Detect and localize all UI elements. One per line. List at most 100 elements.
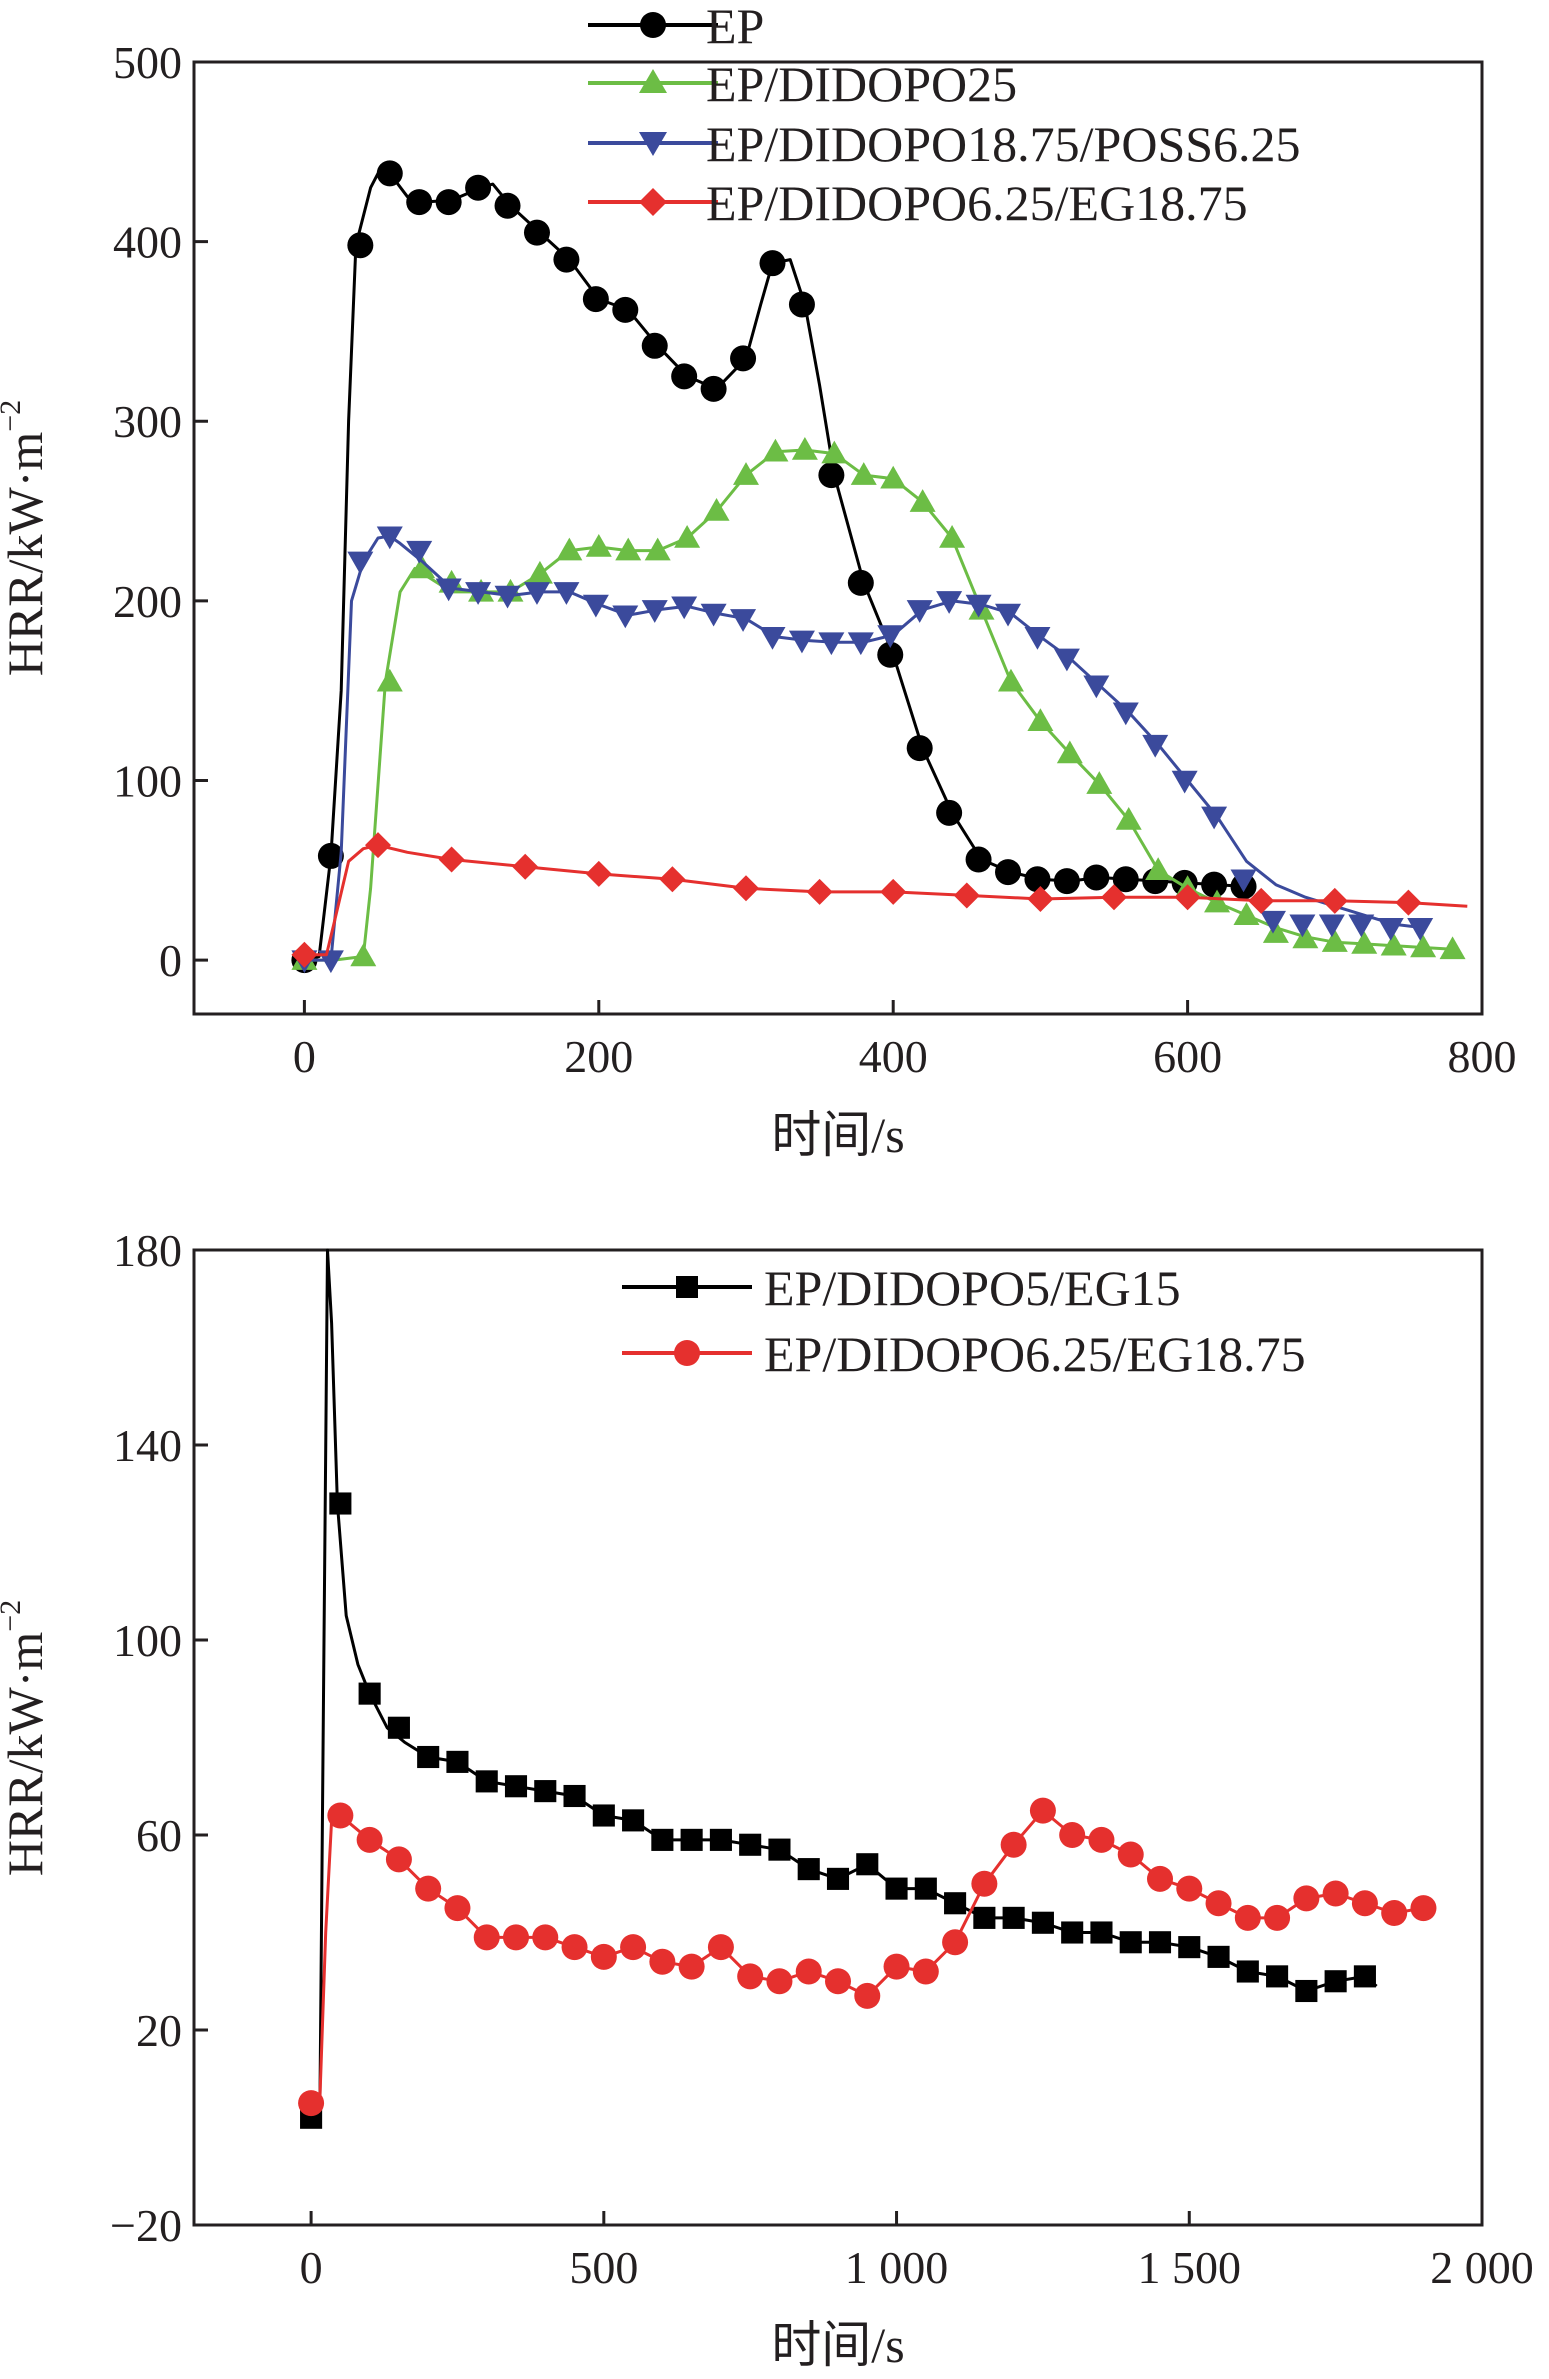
x-tick-label: 1 500 [1138,2242,1242,2293]
y-tick-label: 0 [159,935,182,986]
data-point [1351,930,1378,954]
data-point [376,160,403,187]
data-point [465,582,492,605]
data-point [1381,1900,1408,1926]
data-point [356,1826,383,1853]
data-point [1236,1960,1259,1983]
chart-top: 0 200 400 600 800 0 100 200 300 400 500 时间/s HRR/k… [0,0,1517,1163]
data-point [1230,869,1257,893]
data-point [1174,884,1201,911]
data-point [1380,932,1407,956]
y-tick-label: 500 [113,37,182,88]
data-point [1205,1890,1232,1917]
data-point [1204,889,1231,913]
data-point [1000,1831,1027,1858]
data-point [826,1867,850,1890]
data-point [1353,1965,1376,1988]
data-point [1171,770,1198,794]
data-point [1024,866,1051,893]
top-legend-item-2: EP/DIDOPO18.75/POSS6.25 [588,116,1301,172]
legend-marker-3 [639,188,667,216]
data-point [532,1924,559,1951]
data-point [641,332,668,359]
data-point [1395,889,1422,916]
data-point [473,1924,500,1951]
data-point [883,1953,910,1980]
data-point [671,596,698,620]
data-point [417,1745,440,1769]
data-point [788,291,815,318]
data-point [494,192,521,219]
data-point [909,489,936,512]
data-point [1295,1979,1318,2003]
data-point [1259,910,1286,934]
data-point [1318,914,1345,938]
data-point [877,641,904,668]
data-point [365,832,391,859]
data-point [885,1877,908,1900]
data-point [1266,1965,1289,1988]
data-point [1348,914,1375,938]
bottom-legend: EP/DIDOPO5/EG15 EP/DIDOPO6.25/EG18.75 [622,1260,1306,1382]
data-point [1147,1865,1173,1892]
data-point [737,1963,764,1990]
y-tick-label: 300 [113,396,182,447]
data-point [700,375,727,402]
data-point [641,600,668,623]
data-point [1321,887,1348,914]
y-tick-label: −20 [110,2200,182,2251]
data-point [733,462,759,485]
data-point [768,1838,791,1861]
data-point [622,1809,645,1832]
data-point [444,1895,471,1922]
top-series-layer [291,160,1468,974]
data-point [936,799,963,826]
data-point [563,1784,586,1808]
series-line-0 [304,171,1247,962]
data-point [1262,920,1289,943]
data-point [1027,708,1054,731]
data-point [877,625,904,648]
data-point [818,632,845,656]
data-point [329,1492,352,1515]
data-point [406,540,433,564]
legend-marker-0 [640,12,666,38]
y-tick-label: 100 [113,755,182,806]
y-tick-label: 100 [113,1615,182,1666]
data-point [523,582,550,605]
data-point [523,219,550,246]
data-point [1024,627,1051,650]
data-point [1031,1911,1054,1934]
data-point [585,860,612,887]
data-point [1115,807,1142,830]
data-point [678,1953,705,1980]
legend-label-ep: EP [706,0,764,54]
data-point [291,941,318,968]
data-point [1201,871,1228,898]
data-point [494,585,521,609]
data-point [1293,1885,1320,1912]
legend-label-poss: EP/DIDOPO18.75/POSS6.25 [706,116,1301,172]
data-point [1321,929,1348,952]
data-point [806,878,833,905]
legend-marker-0 [676,1276,698,1298]
data-point [1410,1895,1437,1922]
data-point [1201,806,1228,830]
data-point [1207,1945,1230,1968]
series-line-1 [304,448,1453,962]
top-legend-item-1: EP/DIDOPO25 [588,56,1017,112]
legend-marker-1 [674,1340,700,1366]
bottom-legend-item-1: EP/DIDOPO6.25/EG18.75 [622,1326,1306,1382]
data-point [592,1804,615,1827]
data-point [615,537,642,561]
x-tick-label: 800 [1448,1031,1517,1082]
x-tick-label: 1 000 [845,2242,949,2293]
data-point [739,1833,762,1856]
legend-label-eg1875: EP/DIDOPO6.25/EG18.75 [764,1326,1306,1382]
data-point [526,560,553,584]
data-point [327,1802,354,1829]
data-point [1088,1826,1115,1853]
data-point [512,853,539,880]
data-point [415,1875,442,1902]
bottom-x-axis-title: 时间/s [771,2317,904,2373]
